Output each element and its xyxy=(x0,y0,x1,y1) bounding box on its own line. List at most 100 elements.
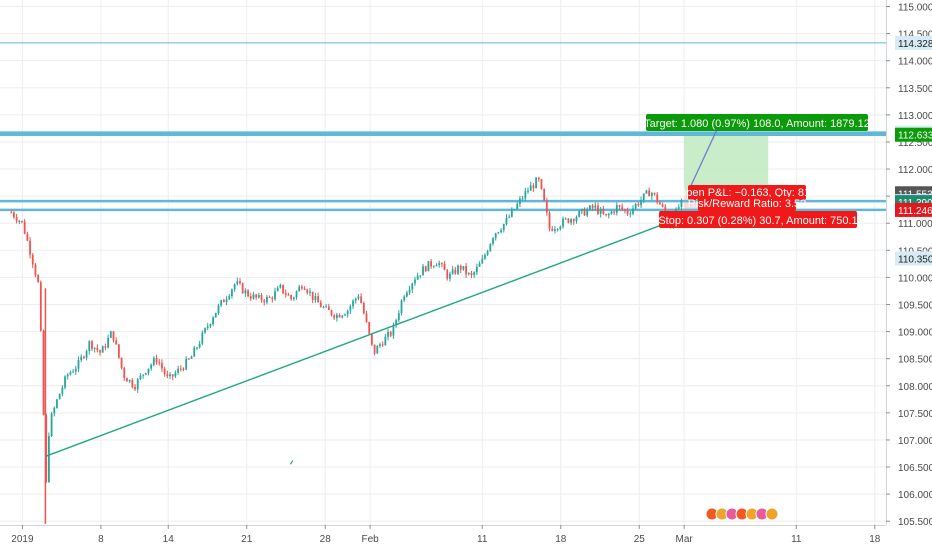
candle-body xyxy=(303,288,306,290)
candle-body xyxy=(357,296,360,299)
candle-body xyxy=(462,266,465,270)
candle-body xyxy=(23,221,26,234)
price-tag[interactable]: 111.246 xyxy=(895,202,932,217)
candle-body xyxy=(104,346,107,348)
time-tick-label: Feb xyxy=(361,534,379,545)
candle-body xyxy=(545,200,548,213)
candle-body xyxy=(231,289,233,297)
candle-body xyxy=(513,209,516,211)
candle-body xyxy=(457,265,459,274)
candle-body xyxy=(597,205,599,214)
candle-body xyxy=(325,306,328,308)
candle-body xyxy=(91,341,93,349)
candle-body xyxy=(117,344,120,358)
candle-body xyxy=(632,208,634,214)
candle-body xyxy=(77,360,80,369)
event-icon[interactable] xyxy=(765,507,779,521)
candle-body xyxy=(564,218,567,220)
price-tick-label: 109.000 xyxy=(898,328,932,339)
candle-body xyxy=(247,290,249,297)
candle-body xyxy=(80,356,83,361)
candle-body xyxy=(405,292,408,297)
open-pnl-label-bg xyxy=(688,185,806,200)
candle-body xyxy=(10,212,13,214)
candle-body xyxy=(179,368,182,370)
candle-body xyxy=(352,300,354,307)
candle-body xyxy=(120,357,123,369)
candle-body xyxy=(201,332,204,344)
price-axis[interactable]: 115.000 114.500 114.000 113.500 113.000 112.5… xyxy=(886,0,932,550)
candle-body xyxy=(336,314,338,319)
price-tick-label: 105.500 xyxy=(898,517,932,528)
candle-body xyxy=(527,190,529,192)
price-tick-label: 109.500 xyxy=(898,300,932,311)
candle-body xyxy=(177,368,179,373)
event-icons[interactable] xyxy=(705,507,779,521)
candle-body xyxy=(112,331,115,341)
candle-body xyxy=(290,295,293,299)
trendline[interactable] xyxy=(45,192,747,457)
candle-body xyxy=(575,216,578,222)
candle-body xyxy=(314,296,317,301)
candle-body xyxy=(252,294,255,299)
candle-body xyxy=(680,200,683,207)
price-tag[interactable]: 114.328 xyxy=(895,35,932,50)
candle-body xyxy=(220,300,223,306)
candle-body xyxy=(34,264,37,276)
candle-body xyxy=(29,240,31,255)
candle-body xyxy=(225,299,228,303)
candle-body xyxy=(451,269,454,274)
candle-body xyxy=(535,177,537,189)
time-tick-label: Mar xyxy=(676,534,694,545)
candle-body xyxy=(459,265,462,270)
candle-body xyxy=(414,279,416,284)
time-tick-label: 21 xyxy=(241,534,253,545)
candle-body xyxy=(494,233,497,239)
candle-body xyxy=(282,284,284,294)
candle-body xyxy=(101,346,104,353)
candle-body xyxy=(96,347,99,351)
price-tick-label: 113.000 xyxy=(898,111,932,122)
candle-body xyxy=(543,188,546,201)
candle-body xyxy=(222,300,225,303)
candle-body xyxy=(37,275,40,283)
candle-body xyxy=(349,306,352,311)
candle-body xyxy=(607,214,610,216)
candle-body xyxy=(610,211,613,215)
candle-body xyxy=(430,261,433,267)
candle-body xyxy=(360,296,363,304)
time-axis-bg xyxy=(0,525,886,550)
candle-body xyxy=(626,210,629,214)
candle-body xyxy=(508,216,511,218)
price-tick-label: 108.500 xyxy=(898,355,932,366)
candle-body xyxy=(397,313,400,321)
candle-body xyxy=(257,295,260,298)
stop-label[interactable]: Stop: 0.307 (0.28%) 30.7, Amount: 750.1 xyxy=(658,211,858,228)
open-pnl-label[interactable]: Open P&L: −0.163, Qty: 814 xyxy=(678,185,817,200)
price-tag[interactable]: 110.350 xyxy=(895,251,932,266)
risk-reward-label[interactable]: Risk/Reward Ratio: 3.52 xyxy=(688,197,807,211)
target-label-text: Target: 1.080 (0.97%) 108.0, Amount: 187… xyxy=(644,118,870,130)
candle-body xyxy=(174,372,177,377)
stop-label-text: Stop: 0.307 (0.28%) 30.7, Amount: 750.1 xyxy=(658,215,857,227)
target-label[interactable]: Target: 1.080 (0.97%) 108.0, Amount: 187… xyxy=(644,114,870,131)
time-tick-label: 28 xyxy=(320,534,332,545)
candle-body xyxy=(376,346,379,354)
time-axis[interactable]: 2019 8 14 21 28 Feb 11 18 25 Mar 11 18 xyxy=(0,525,886,550)
candle-body xyxy=(502,223,505,231)
target-zone[interactable] xyxy=(684,134,769,194)
time-tick-label: 8 xyxy=(98,534,104,545)
candle-body xyxy=(465,266,468,275)
candle-body xyxy=(53,407,56,414)
candle-body xyxy=(72,371,75,373)
price-tag-text: 110.350 xyxy=(898,254,932,265)
candle-body xyxy=(61,387,64,394)
candle-body xyxy=(152,358,155,365)
candle-body xyxy=(330,310,333,316)
price-tag[interactable]: 112.633 xyxy=(895,127,932,142)
candle-body xyxy=(446,270,449,279)
candle-body xyxy=(66,374,69,377)
price-tick-label: 112.500 xyxy=(898,138,932,149)
